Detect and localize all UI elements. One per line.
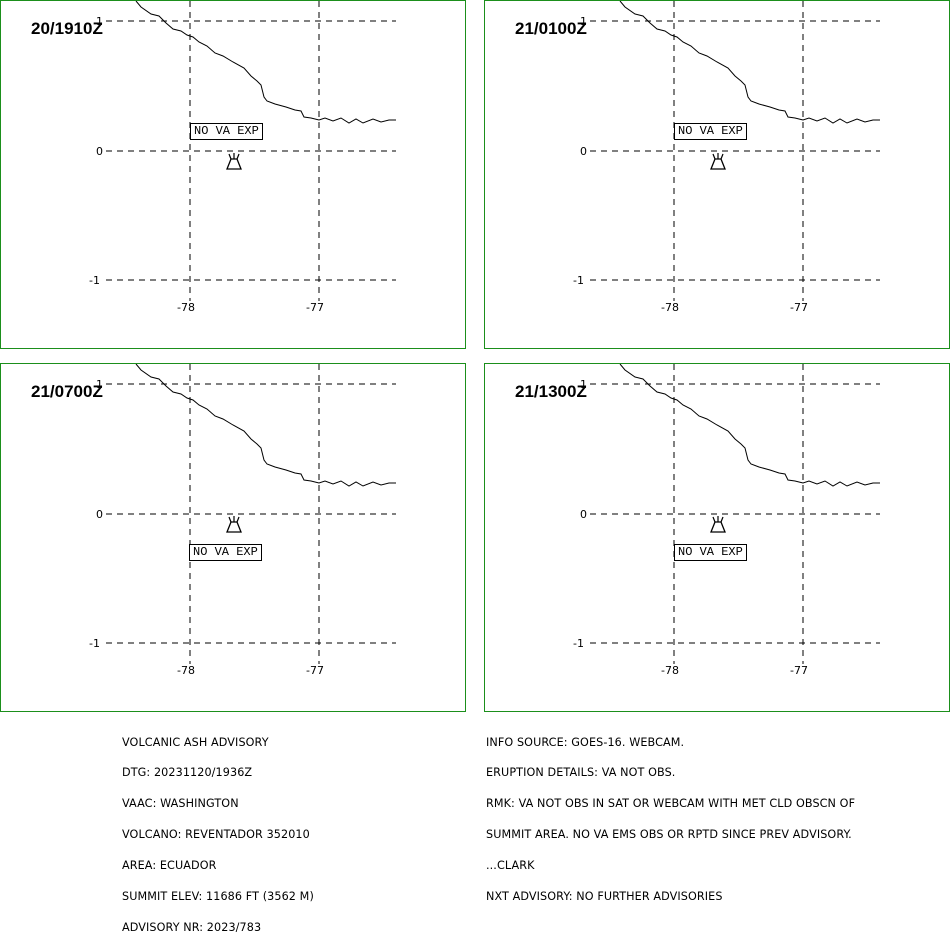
coastline	[619, 364, 880, 487]
advisory-line: VOLCANO: REVENTADOR 352010	[122, 828, 310, 842]
map-canvas-3: 1 0 -1 -78 -77	[89, 364, 396, 677]
advisory-line: INFO SOURCE: GOES-16. WEBCAM.	[486, 735, 685, 749]
lon-tick-78: -78	[177, 664, 195, 677]
status-label: NO VA EXP	[674, 544, 747, 561]
advisory-line: AREA: ECUADOR	[122, 859, 217, 873]
coastline	[135, 364, 396, 487]
lat-tick-1: 1	[96, 378, 103, 391]
map-canvas-2: 1 0 -1 -78 -77	[573, 1, 880, 314]
advisory-line: VAAC: WASHINGTON	[122, 797, 239, 811]
map-panel-4: 1 0 -1 -78 -77 21/1300Z NO VA EXP	[484, 363, 950, 712]
lat-tick-1: 1	[580, 15, 587, 28]
advisory-line: ...CLARK	[486, 859, 535, 873]
map-canvas-4: 1 0 -1 -78 -77	[573, 364, 880, 677]
lon-tick-77: -77	[790, 664, 808, 677]
advisory-line: DTG: 20231120/1936Z	[122, 766, 253, 780]
map-panel-3: 1 0 -1 -78 -77 21/0700Z NO VA EXP	[0, 363, 466, 712]
advisory-line: RMK: VA NOT OBS IN SAT OR WEBCAM WITH ME…	[486, 797, 856, 811]
advisory-line: ERUPTION DETAILS: VA NOT OBS.	[486, 766, 676, 780]
status-label: NO VA EXP	[189, 544, 262, 561]
lat-tick-1: 1	[96, 15, 103, 28]
volcano-icon	[710, 153, 726, 170]
status-label: NO VA EXP	[190, 123, 263, 140]
panel-time: 21/0700Z	[31, 382, 103, 401]
lon-tick-77: -77	[306, 664, 324, 677]
coastline	[135, 1, 396, 124]
lon-tick-77: -77	[306, 301, 324, 314]
panel-time: 21/0100Z	[515, 19, 587, 38]
status-label: NO VA EXP	[674, 123, 747, 140]
advisory-text-left: VOLCANIC ASH ADVISORY DTG: 20231120/1936…	[122, 717, 314, 944]
advisory-text-right: INFO SOURCE: GOES-16. WEBCAM. ERUPTION D…	[486, 717, 855, 913]
volcano-icon	[710, 516, 726, 533]
lat-tick-1: 1	[580, 378, 587, 391]
volcano-icon	[226, 153, 242, 170]
lon-tick-78: -78	[177, 301, 195, 314]
lat-tick-minus1: -1	[89, 637, 100, 650]
lat-tick-0: 0	[580, 145, 587, 158]
volcano-icon	[226, 516, 242, 533]
advisory-line: VOLCANIC ASH ADVISORY	[122, 735, 269, 749]
lat-tick-0: 0	[580, 508, 587, 521]
lat-tick-0: 0	[96, 145, 103, 158]
advisory-line: ADVISORY NR: 2023/783	[122, 920, 262, 934]
advisory-line: SUMMIT ELEV: 11686 FT (3562 M)	[122, 890, 314, 904]
advisory-line: SUMMIT AREA. NO VA EMS OBS OR RPTD SINCE…	[486, 828, 852, 842]
advisory-line: NXT ADVISORY: NO FURTHER ADVISORIES	[486, 890, 723, 904]
lat-tick-0: 0	[96, 508, 103, 521]
panel-time: 20/1910Z	[31, 19, 103, 38]
map-canvas-1: 1 0 -1 -78 -77	[89, 1, 396, 314]
lat-tick-minus1: -1	[573, 637, 584, 650]
lon-tick-77: -77	[790, 301, 808, 314]
map-panel-2: 1 0 -1 -78 -77 21/0100Z NO VA EXP	[484, 0, 950, 349]
lat-tick-minus1: -1	[573, 274, 584, 287]
panel-time: 21/1300Z	[515, 382, 587, 401]
lon-tick-78: -78	[661, 664, 679, 677]
lon-tick-78: -78	[661, 301, 679, 314]
lat-tick-minus1: -1	[89, 274, 100, 287]
map-panel-1: 1 0 -1 -78 -77 20/1910Z NO VA EXP	[0, 0, 466, 349]
coastline	[619, 1, 880, 124]
